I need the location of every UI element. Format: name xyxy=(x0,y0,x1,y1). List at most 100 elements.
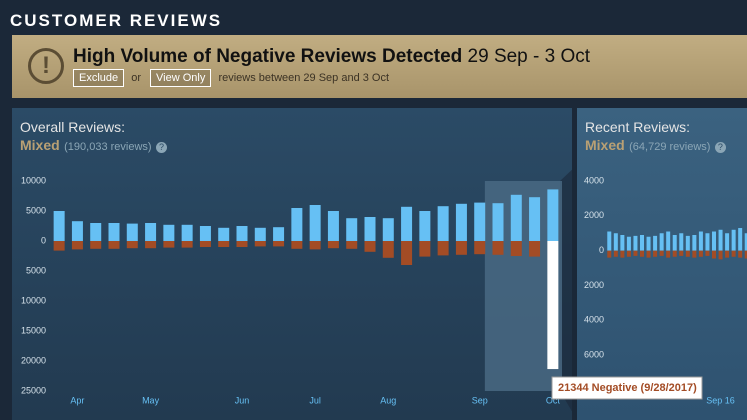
bar xyxy=(633,235,638,251)
x-tick-label: May xyxy=(142,395,160,405)
banner-title: High Volume of Negative Reviews Detected… xyxy=(73,46,590,68)
y-tick-label: 25000 xyxy=(21,385,46,395)
bar xyxy=(145,223,157,241)
bar xyxy=(679,250,684,256)
review-count: (190,033 reviews) xyxy=(64,141,152,153)
bar xyxy=(364,241,376,252)
bar xyxy=(327,241,339,249)
bar xyxy=(666,250,671,258)
bar xyxy=(712,250,716,259)
banner-dates: 29 Sep - 3 Oct xyxy=(467,46,591,67)
bar xyxy=(309,205,321,241)
bar xyxy=(698,250,703,257)
y-tick-label: 6000 xyxy=(584,350,604,360)
bar xyxy=(620,250,625,258)
bar xyxy=(607,250,612,258)
bar xyxy=(492,241,504,255)
section-title: CUSTOMER REVIEWS xyxy=(10,11,223,30)
bar xyxy=(705,233,710,251)
bar xyxy=(382,218,394,241)
bar xyxy=(53,211,65,241)
bar xyxy=(698,231,703,251)
y-tick-label: 4000 xyxy=(584,175,604,185)
rating: Mixed xyxy=(585,137,625,153)
bar xyxy=(218,227,230,241)
bar xyxy=(236,241,248,247)
bar xyxy=(492,203,504,241)
bar xyxy=(738,228,743,251)
y-tick-label: 5000 xyxy=(26,205,46,215)
bar xyxy=(401,241,413,265)
bar xyxy=(640,234,644,251)
bar xyxy=(712,231,716,251)
bar xyxy=(474,241,486,255)
bar xyxy=(646,236,651,251)
bar xyxy=(401,206,413,241)
y-tick-label: 0 xyxy=(41,235,46,245)
overall-panel: Overall Reviews: Mixed (190,033 reviews)… xyxy=(12,108,572,420)
bar xyxy=(653,250,658,257)
bar xyxy=(692,234,697,251)
bar xyxy=(626,236,631,251)
bar xyxy=(364,217,376,241)
bar xyxy=(126,223,138,241)
banner-heading: High Volume of Negative Reviews Detected xyxy=(73,46,463,67)
x-tick-label: Jul xyxy=(309,395,321,405)
bar xyxy=(382,241,394,258)
bar xyxy=(725,233,730,251)
bar xyxy=(273,241,285,247)
bar xyxy=(71,241,83,250)
bar xyxy=(346,218,358,241)
x-tick-label: Oct xyxy=(546,395,561,405)
bar xyxy=(163,224,175,241)
bar xyxy=(679,233,684,251)
help-icon[interactable]: ? xyxy=(156,142,168,153)
bar xyxy=(718,229,723,251)
y-tick-label: 15000 xyxy=(21,325,46,335)
rating: Mixed xyxy=(20,137,60,153)
y-tick-label: 20000 xyxy=(21,355,46,365)
bar xyxy=(613,250,618,257)
bar xyxy=(620,234,625,251)
bar xyxy=(510,194,522,241)
panel-label: Overall Reviews: xyxy=(20,119,126,135)
bar xyxy=(718,250,723,260)
bar xyxy=(419,211,431,241)
x-tick-label: Apr xyxy=(70,395,84,405)
exclude-button[interactable]: Exclude xyxy=(73,69,125,87)
bar xyxy=(731,250,736,257)
bar xyxy=(613,233,618,251)
review-count: (64,729 reviews) xyxy=(629,141,711,153)
bar xyxy=(218,241,230,247)
panel-rating: Mixed (190,033 reviews) ? xyxy=(20,137,168,155)
bar xyxy=(254,227,266,241)
bar xyxy=(510,241,522,256)
bar xyxy=(685,250,690,257)
bar xyxy=(126,241,138,249)
help-icon[interactable]: ? xyxy=(714,142,726,153)
view-only-button[interactable]: View Only xyxy=(150,69,212,87)
bar xyxy=(254,241,266,247)
tooltip-box xyxy=(551,376,703,400)
bar xyxy=(346,241,358,249)
panel-label: Recent Reviews: xyxy=(585,119,691,135)
bar xyxy=(291,241,303,249)
x-tick-label: Sep 16 xyxy=(706,395,735,405)
bar xyxy=(71,221,83,241)
bar xyxy=(455,241,467,255)
bar xyxy=(437,241,449,256)
y-tick-label: 0 xyxy=(599,245,604,255)
bar xyxy=(309,241,321,250)
bar xyxy=(738,250,743,258)
bar xyxy=(455,203,467,241)
bar xyxy=(672,250,677,257)
bar xyxy=(291,208,303,241)
recent-panel: Recent Reviews: Mixed (64,729 reviews) ? xyxy=(577,108,747,420)
bar xyxy=(181,241,193,248)
zoom-pointer xyxy=(560,165,577,420)
bar xyxy=(529,241,541,257)
bar xyxy=(199,226,211,241)
bar xyxy=(199,241,211,247)
warning-icon: ! xyxy=(28,48,64,84)
